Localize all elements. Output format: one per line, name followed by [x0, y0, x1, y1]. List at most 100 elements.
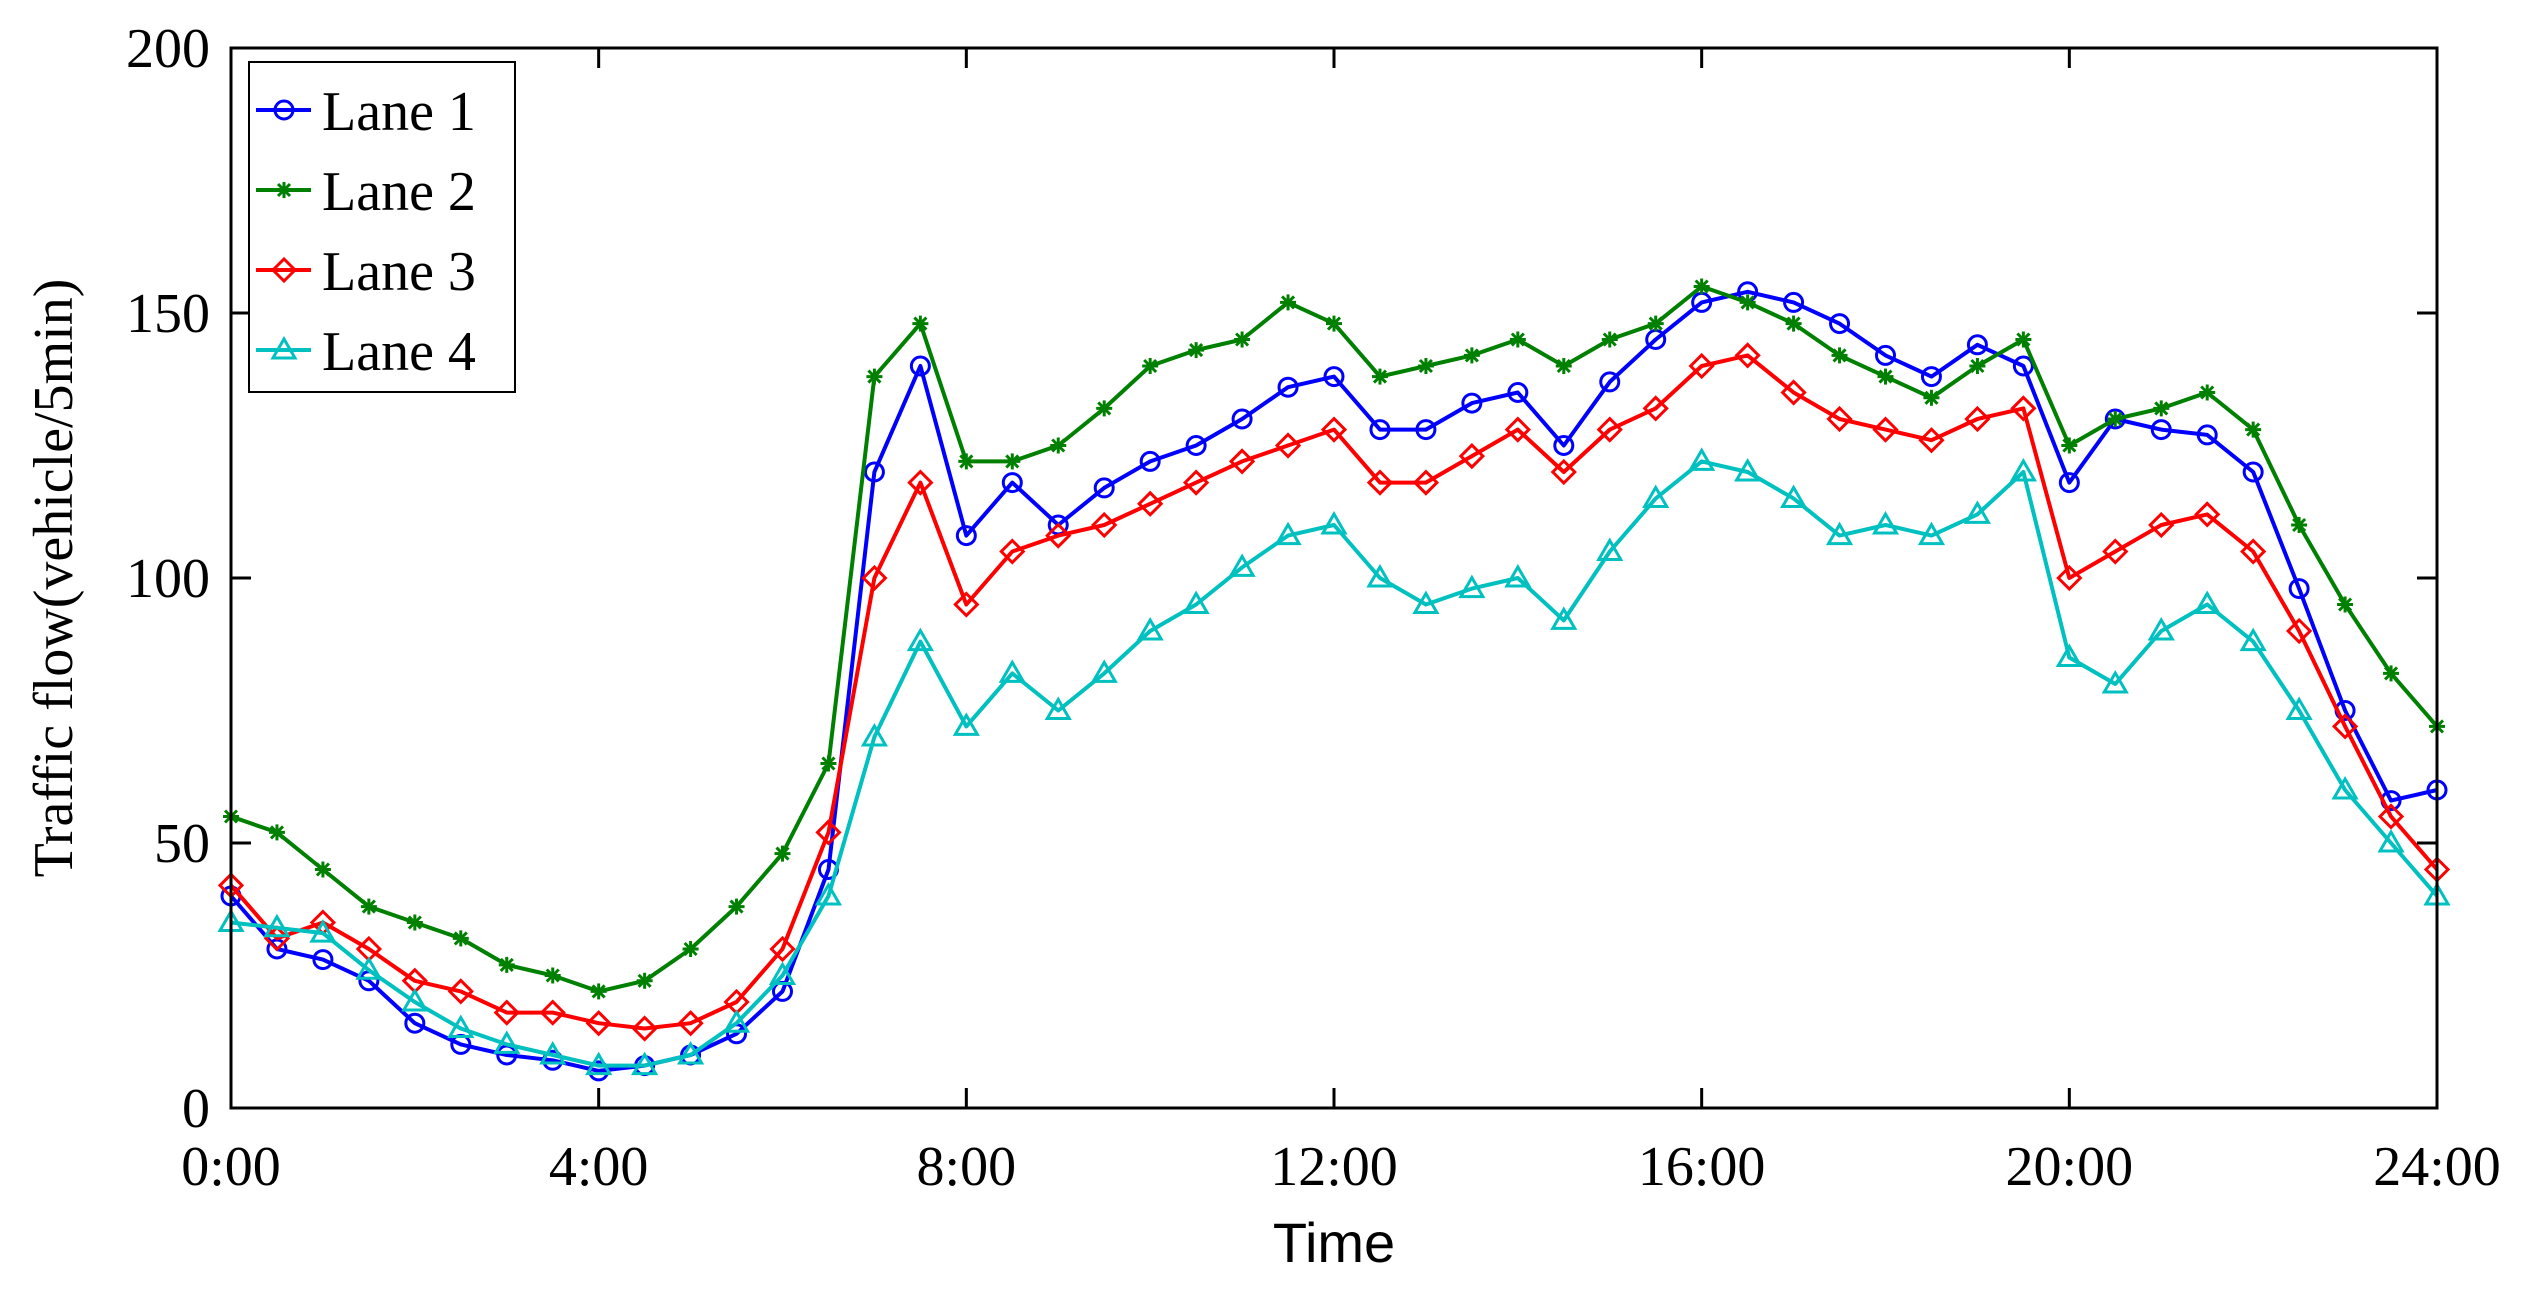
data-point [1826, 405, 1853, 433]
data-point [909, 355, 931, 377]
data-point [1923, 389, 1940, 406]
data-point [2285, 696, 2313, 720]
data-point [1780, 379, 1807, 406]
data-point [539, 1041, 567, 1065]
data-point [314, 861, 331, 878]
data-point [1323, 366, 1345, 388]
data-point [1366, 469, 1394, 496]
data-point [498, 956, 515, 973]
data-point [1739, 294, 1756, 311]
data-point [682, 941, 699, 957]
data-point [1785, 315, 1802, 332]
data-point [1137, 490, 1164, 517]
data-point [631, 1015, 658, 1042]
data-point [1917, 521, 1946, 546]
data-point [268, 824, 285, 841]
data-point [636, 972, 653, 989]
data-point [263, 913, 291, 938]
data-point [2104, 408, 2126, 430]
data-point [1599, 371, 1621, 393]
data-point [1093, 477, 1115, 499]
data-point [1688, 447, 1716, 471]
data-point [2150, 419, 2172, 441]
data-point [955, 525, 977, 547]
series-lane-3 [217, 342, 2451, 1042]
x-tick-label: 20:00 [2006, 1136, 2134, 1198]
y-tick-label: 50 [154, 813, 210, 875]
data-point [401, 988, 429, 1012]
data-point [1642, 395, 1669, 422]
data-point [1458, 442, 1485, 470]
data-point [493, 1030, 521, 1054]
y-axis-title: Traffic flow(vehicle/5min) [23, 279, 85, 878]
data-point [1139, 450, 1161, 472]
data-point [447, 978, 474, 1005]
legend-marker-lane-1 [273, 99, 295, 121]
data-point [447, 1014, 475, 1038]
data-point [2107, 411, 2124, 427]
data-point [1142, 358, 1159, 374]
data-point [1277, 376, 1299, 398]
y-tick-label: 100 [126, 548, 210, 610]
data-point [1875, 344, 1896, 366]
data-point [1550, 458, 1577, 486]
data-point [820, 755, 837, 772]
y-tick-label: 150 [126, 283, 210, 345]
data-point [544, 967, 561, 984]
data-point [2291, 517, 2308, 533]
data-point [1458, 574, 1486, 599]
data-point [1734, 342, 1761, 369]
data-point [2148, 511, 2175, 539]
data-point [1966, 334, 1988, 356]
x-axis-title: Time [1273, 1211, 1395, 1274]
data-point [1969, 358, 1986, 374]
data-point [998, 659, 1026, 683]
data-point [1136, 617, 1164, 641]
data-point [1688, 352, 1715, 380]
data-point [958, 453, 975, 470]
data-point [2239, 627, 2267, 652]
data-point [406, 914, 423, 931]
data-point [774, 845, 791, 862]
data-point [2153, 400, 2170, 417]
series-layer [217, 278, 2451, 1082]
data-point [404, 1012, 426, 1034]
data-point [585, 1010, 612, 1037]
series-lane-2 [223, 278, 2445, 1000]
legend-label-lane-3: Lane 3 [322, 241, 476, 303]
data-point [2240, 538, 2267, 565]
data-point [493, 999, 520, 1026]
data-point [814, 882, 843, 906]
series-lane-1 [220, 281, 2448, 1082]
series-line [229, 353, 2439, 1031]
data-point [1871, 511, 1900, 535]
data-point [1825, 521, 1854, 546]
data-point [907, 469, 934, 496]
data-point [2010, 395, 2037, 422]
data-point [2331, 776, 2359, 800]
data-point [1369, 419, 1391, 441]
data-point [952, 712, 980, 736]
data-point [2331, 713, 2359, 740]
data-point [769, 935, 796, 963]
data-point [1872, 416, 1899, 443]
data-point [1963, 500, 1992, 524]
data-point [1234, 331, 1251, 348]
series-line [230, 459, 2439, 1068]
data-point [1231, 408, 1253, 430]
data-point [1829, 313, 1851, 335]
data-point [309, 919, 337, 943]
data-point [1366, 564, 1394, 588]
data-point [1964, 405, 1991, 433]
data-point [2194, 501, 2221, 528]
x-tick-label: 8:00 [917, 1136, 1017, 1198]
x-tick-label: 0:00 [181, 1136, 281, 1198]
data-point [1831, 347, 1848, 364]
data-point [1001, 472, 1023, 494]
data-point [1044, 696, 1072, 720]
data-point [1555, 358, 1572, 374]
data-point [1228, 553, 1256, 577]
data-point [1274, 521, 1302, 546]
data-point [1004, 453, 1021, 470]
